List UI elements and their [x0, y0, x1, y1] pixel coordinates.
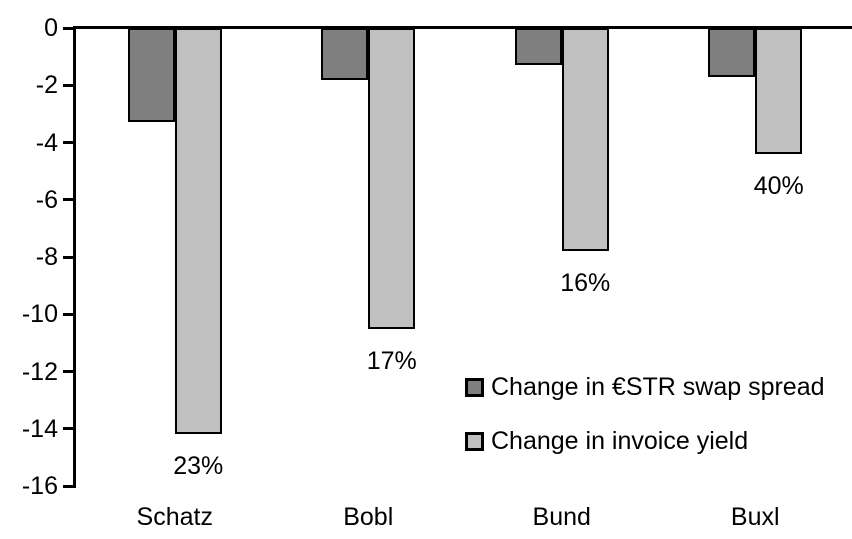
y-tick-label: -2: [35, 71, 58, 100]
y-axis-tick: [63, 141, 76, 144]
data-label-schatz: 23%: [173, 452, 224, 481]
bar-bund-series1: [514, 28, 562, 66]
y-axis-tick: [63, 198, 76, 202]
y-tick-label: -14: [21, 414, 58, 443]
y-axis-tick: [63, 312, 76, 316]
y-axis-tick: [63, 484, 76, 488]
x-axis-zero-line: [73, 26, 852, 29]
y-tick-label: 0: [44, 14, 58, 42]
legend-item-swap-spread: Change in €STR swap spread: [465, 372, 825, 402]
y-tick-label: -10: [21, 300, 58, 329]
x-category-label-schatz: Schatz: [136, 503, 213, 531]
data-label-bobl: 17%: [366, 346, 417, 375]
legend-label-invoice-yield: Change in invoice yield: [491, 427, 749, 455]
y-tick-label: -6: [35, 185, 58, 214]
legend-label-swap-spread: Change in €STR swap spread: [491, 373, 825, 401]
y-tick-label: -16: [21, 472, 58, 500]
y-tick-label: -4: [35, 128, 58, 157]
y-axis-tick: [63, 26, 76, 30]
y-axis-tick: [63, 427, 76, 431]
y-axis-tick: [63, 370, 76, 373]
x-category-label-buxl: Buxl: [730, 503, 780, 531]
bar-buxl-series1: [708, 28, 756, 77]
y-axis-tick: [63, 83, 76, 87]
bar-bund-series2: [561, 28, 609, 252]
y-tick-label: -12: [21, 357, 58, 386]
bar-bobl-series2: [368, 28, 416, 329]
x-category-label-bobl: Bobl: [343, 503, 394, 531]
legend-item-invoice-yield: Change in invoice yield: [465, 426, 748, 456]
y-tick-label: -8: [35, 243, 58, 271]
legend-marker-invoice-yield-icon: [465, 431, 484, 451]
y-axis-line: [73, 26, 76, 488]
bar-schatz-series1: [127, 28, 175, 123]
x-category-label-bund: Bund: [532, 503, 591, 531]
legend-marker-swap-spread-icon: [465, 377, 484, 397]
data-label-buxl: 40%: [753, 171, 804, 200]
bar-buxl-series2: [755, 28, 803, 154]
y-axis-tick: [63, 255, 76, 259]
data-label-bund: 16%: [560, 269, 611, 298]
bar-schatz-series2: [174, 28, 222, 435]
bar-bobl-series1: [321, 28, 369, 80]
